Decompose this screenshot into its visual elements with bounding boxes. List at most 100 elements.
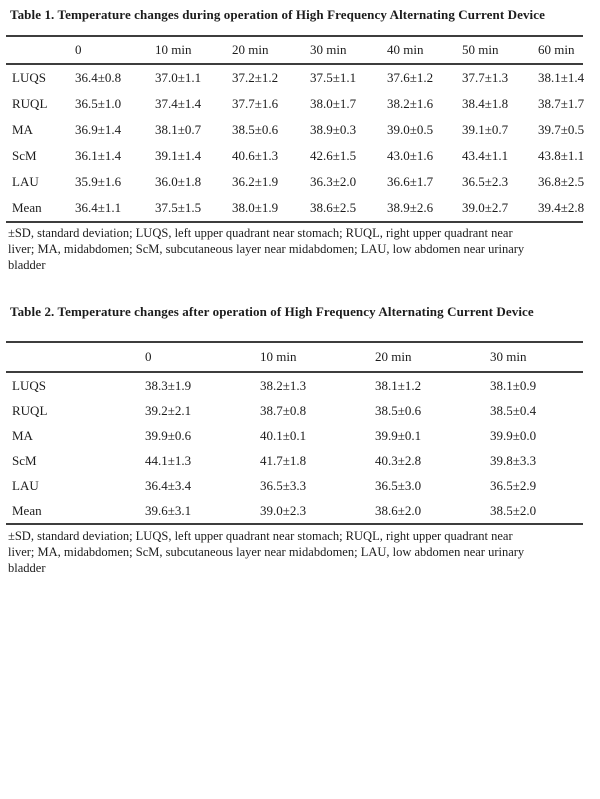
data-cell: 39.4±2.8: [538, 200, 585, 215]
row-label: ScM: [12, 148, 37, 163]
table-row: MA 36.9±1.4 38.1±0.7 38.5±0.6 38.9±0.3 3…: [6, 117, 585, 143]
table2-header-cell: 30 min: [490, 349, 527, 364]
data-cell: 37.5±1.1: [310, 70, 357, 85]
data-cell: 40.1±0.1: [260, 427, 307, 443]
row-label: Mean: [12, 200, 42, 215]
data-cell: 36.9±1.4: [75, 122, 122, 137]
data-cell: 39.8±3.3: [490, 452, 537, 468]
data-cell: 39.2±2.1: [145, 402, 192, 418]
table-row: LUQS 36.4±0.8 37.0±1.1 37.2±1.2 37.5±1.1…: [6, 64, 585, 91]
data-cell: 38.9±0.3: [310, 122, 357, 137]
row-label: ScM: [12, 452, 37, 468]
data-cell: 43.0±1.6: [387, 148, 434, 163]
row-label: LUQS: [12, 70, 46, 85]
data-cell: 36.5±1.0: [75, 96, 122, 111]
data-cell: 37.4±1.4: [155, 96, 202, 111]
footnote-line: ±SD, standard deviation; LUQS, left uppe…: [8, 529, 513, 543]
data-cell: 38.2±1.6: [387, 96, 434, 111]
row-label: RUQL: [12, 402, 48, 418]
data-cell: 39.6±3.1: [145, 502, 192, 518]
data-cell: 35.9±1.6: [75, 174, 122, 189]
table2: 0 10 min 20 min 30 min LUQS 38.3±1.9 38.…: [6, 341, 583, 525]
row-label: LAU: [12, 174, 39, 189]
table-row: ScM 44.1±1.3 41.7±1.8 40.3±2.8 39.8±3.3: [6, 448, 583, 473]
table1-header-cell: 60 min: [538, 42, 575, 57]
data-cell: 36.4±1.1: [75, 200, 122, 215]
table1-header-cell: [6, 36, 75, 64]
data-cell: 38.1±1.2: [375, 377, 422, 393]
data-cell: 39.9±0.6: [145, 427, 192, 443]
footnote-line: liver; MA, midabdomen; ScM, subcutaneous…: [8, 545, 525, 559]
data-cell: 38.5±2.0: [490, 502, 537, 518]
data-cell: 38.9±2.6: [387, 200, 434, 215]
table-row: RUQL 39.2±2.1 38.7±0.8 38.5±0.6 38.5±0.4: [6, 398, 583, 423]
data-cell: 38.4±1.8: [462, 96, 509, 111]
data-cell: 38.2±1.3: [260, 377, 307, 393]
table1-header-cell: 40 min: [387, 42, 424, 57]
table-row: ScM 36.1±1.4 39.1±1.4 40.6±1.3 42.6±1.5 …: [6, 143, 585, 169]
table-row: MA 39.9±0.6 40.1±0.1 39.9±0.1 39.9±0.0: [6, 423, 583, 448]
data-cell: 43.4±1.1: [462, 148, 509, 163]
data-cell: 36.5±2.3: [462, 174, 509, 189]
data-cell: 36.5±2.9: [490, 477, 537, 493]
row-label: LUQS: [12, 377, 46, 393]
table1-title: Table 1. Temperature changes during oper…: [10, 7, 546, 22]
data-cell: 40.3±2.8: [375, 452, 422, 468]
data-cell: 39.0±2.7: [462, 200, 509, 215]
table-row: Mean 36.4±1.1 37.5±1.5 38.0±1.9 38.6±2.5…: [6, 195, 585, 222]
data-cell: 38.3±1.9: [145, 377, 192, 393]
data-cell: 36.8±2.5: [538, 174, 585, 189]
footnote-line: bladder: [8, 561, 46, 575]
table1-header-row: 0 10 min 20 min 30 min 40 min 50 min 60 …: [6, 36, 583, 64]
data-cell: 38.0±1.9: [232, 200, 279, 215]
table2-header-cell: 0: [145, 349, 152, 364]
data-cell: 38.1±0.9: [490, 377, 537, 393]
data-cell: 38.6±2.5: [310, 200, 357, 215]
table2-footnote: ±SD, standard deviation; LUQS, left uppe…: [8, 528, 568, 576]
data-cell: 38.5±0.6: [375, 402, 422, 418]
data-cell: 36.3±2.0: [310, 174, 357, 189]
data-cell: 39.1±1.4: [155, 148, 202, 163]
table1-header-cell: 50 min: [462, 42, 499, 57]
data-cell: 36.0±1.8: [155, 174, 202, 189]
data-cell: 41.7±1.8: [260, 452, 307, 468]
data-cell: 38.1±1.4: [538, 70, 585, 85]
footnote-line: liver; MA, midabdomen; ScM, subcutaneous…: [8, 242, 525, 256]
data-cell: 37.6±1.2: [387, 70, 434, 85]
table-row: LAU 36.4±3.4 36.5±3.3 36.5±3.0 36.5±2.9: [6, 473, 583, 498]
footnote-line: bladder: [8, 258, 46, 272]
data-cell: 37.2±1.2: [232, 70, 279, 85]
data-cell: 37.7±1.3: [462, 70, 509, 85]
data-cell: 38.6±2.0: [375, 502, 422, 518]
table2-header-cell: [6, 342, 145, 372]
table1-header-cell: 10 min: [155, 42, 192, 57]
table2-title: Table 2. Temperature changes after opera…: [10, 304, 534, 319]
table1-footnote: ±SD, standard deviation; LUQS, left uppe…: [8, 225, 568, 273]
data-cell: 37.0±1.1: [155, 70, 202, 85]
footnote-line: ±SD, standard deviation; LUQS, left uppe…: [8, 226, 513, 240]
row-label: MA: [12, 427, 33, 443]
data-cell: 39.0±0.5: [387, 122, 434, 137]
table1-header-cell: 30 min: [310, 42, 347, 57]
data-cell: 38.5±0.6: [232, 122, 279, 137]
data-cell: 43.8±1.1: [538, 148, 585, 163]
data-cell: 36.4±3.4: [145, 477, 192, 493]
table2-header-cell: 10 min: [260, 349, 297, 364]
table-row: LUQS 38.3±1.9 38.2±1.3 38.1±1.2 38.1±0.9: [6, 372, 583, 398]
data-cell: 36.6±1.7: [387, 174, 434, 189]
table-row: Mean 39.6±3.1 39.0±2.3 38.6±2.0 38.5±2.0: [6, 498, 583, 524]
table1: 0 10 min 20 min 30 min 40 min 50 min 60 …: [6, 35, 585, 223]
data-cell: 38.0±1.7: [310, 96, 357, 111]
data-cell: 37.7±1.6: [232, 96, 279, 111]
data-cell: 37.5±1.5: [155, 200, 202, 215]
data-cell: 39.9±0.1: [375, 427, 422, 443]
data-cell: 39.1±0.7: [462, 122, 509, 137]
data-cell: 38.1±0.7: [155, 122, 202, 137]
table1-header-cell: 0: [75, 42, 82, 57]
data-cell: 39.7±0.5: [538, 122, 585, 137]
table-row: RUQL 36.5±1.0 37.4±1.4 37.7±1.6 38.0±1.7…: [6, 91, 585, 117]
data-cell: 36.2±1.9: [232, 174, 279, 189]
data-cell: 38.7±1.7: [538, 96, 585, 111]
table-row: LAU 35.9±1.6 36.0±1.8 36.2±1.9 36.3±2.0 …: [6, 169, 585, 195]
